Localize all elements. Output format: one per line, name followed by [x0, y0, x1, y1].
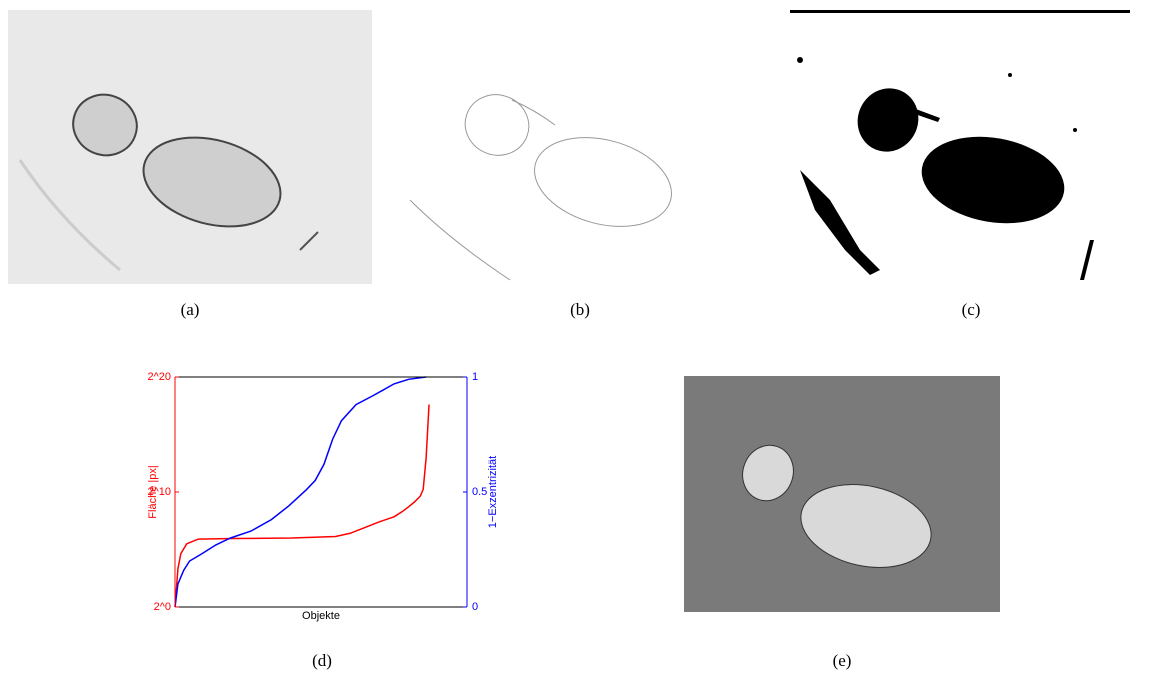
- image-a: [8, 10, 372, 284]
- caption: (e): [833, 651, 852, 670]
- caption: (d): [312, 651, 332, 670]
- image-c: [790, 10, 1130, 280]
- y2-tick-label: 0.5: [472, 486, 487, 498]
- y-axis-label: Fläche |px|: [147, 465, 159, 518]
- data-line: [174, 404, 430, 608]
- caption: (c): [962, 300, 981, 319]
- y2-tick-label: 0: [472, 601, 478, 613]
- y2-axis-label: 1−Exzentrizität: [487, 456, 499, 528]
- data-line: [174, 376, 427, 608]
- y-tick-label: 2^0: [154, 601, 171, 613]
- x-axis-label: Objekte: [302, 610, 340, 622]
- image-e: [684, 376, 1000, 612]
- y2-tick-label: 1: [472, 371, 478, 383]
- image-b: [409, 94, 672, 281]
- caption: (a): [181, 300, 200, 319]
- caption: (b): [570, 300, 590, 319]
- y-tick-label: 2^10: [147, 486, 171, 498]
- y-tick-label: 2^20: [147, 371, 171, 383]
